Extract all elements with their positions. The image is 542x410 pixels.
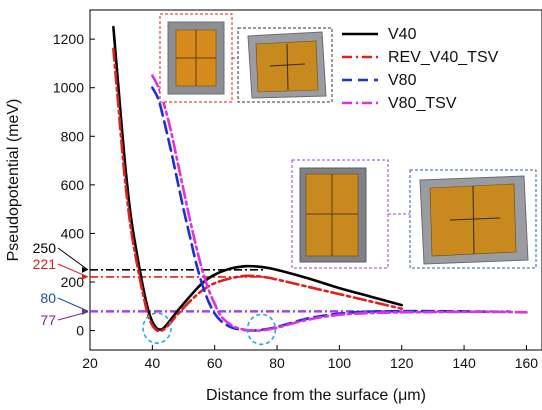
device-image-bottom-left (291, 159, 389, 269)
reference-label-250: 250 (33, 240, 57, 256)
reference-arrowhead-77 (82, 308, 88, 315)
x-tick-label: 100 (328, 355, 352, 371)
y-tick-label: 400 (61, 225, 85, 241)
y-tick-label: 0 (76, 323, 84, 339)
device-image-bottom-right (409, 169, 537, 269)
reference-label-221: 221 (33, 256, 57, 272)
series-line-v80 (151, 86, 497, 332)
minimum-marker-2 (246, 313, 277, 346)
minimum-marker-1 (142, 312, 172, 344)
plot-frame (89, 9, 542, 351)
reference-label-77: 77 (40, 312, 56, 328)
x-tick-label: 60 (207, 355, 223, 371)
x-tick-label: 20 (82, 355, 98, 371)
device-image-top-right (237, 27, 333, 103)
y-axis-ticks: 0 200 400 600 800 1000 1200 (53, 31, 95, 339)
y-tick-label: 1000 (53, 80, 84, 96)
x-tick-label: 140 (452, 355, 476, 371)
series-line-v80-tsv (151, 74, 528, 332)
device-image-top-left (159, 13, 233, 103)
y-tick-label: 200 (61, 274, 85, 290)
legend-label-v80: V80 (388, 72, 417, 89)
y-axis-label: Pseudopotential (meV) (5, 99, 22, 262)
series-line-rev-v40-tsv (112, 47, 404, 333)
legend-label-v80-tsv: V80_TSV (388, 95, 457, 112)
minimum-markers (142, 312, 277, 346)
reference-label-80: 80 (40, 290, 56, 306)
y-tick-label: 800 (61, 128, 85, 144)
reference-arrow-250 (57, 247, 89, 271)
x-tick-label: 120 (390, 355, 414, 371)
legend-label-v40: V40 (388, 26, 417, 43)
x-tick-label: 160 (515, 355, 539, 371)
y-tick-label: 1200 (53, 31, 84, 47)
reference-arrowhead-221 (82, 273, 88, 280)
series-layer (112, 25, 528, 333)
legend-label-rev-v40-tsv: REV_V40_TSV (388, 49, 499, 66)
x-tick-label: 40 (145, 355, 161, 371)
legend: V40 REV_V40_TSV V80 V80_TSV (342, 26, 499, 112)
reference-arrowhead-250 (82, 266, 88, 273)
x-axis-label: Distance from the surface (μm) (206, 387, 426, 404)
y-tick-label: 600 (61, 177, 85, 193)
x-axis-ticks: 20 40 60 80 100 120 140 160 (82, 345, 538, 371)
x-tick-label: 80 (269, 355, 285, 371)
series-line-v40 (112, 25, 404, 331)
